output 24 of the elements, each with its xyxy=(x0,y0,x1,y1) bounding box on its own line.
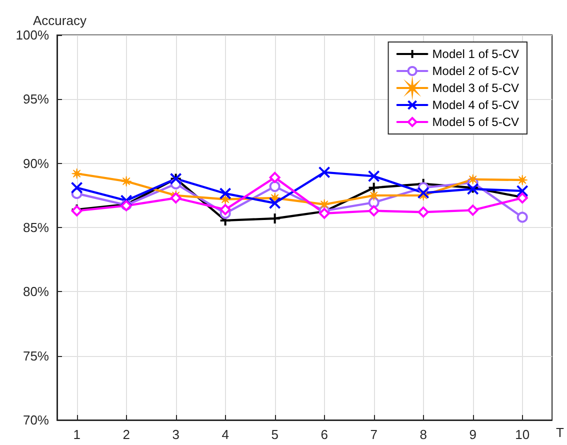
y-tick-label: 85% xyxy=(22,220,50,235)
x-axis-title: T xyxy=(556,425,564,440)
x-tick-label: 2 xyxy=(122,427,130,442)
x-tick-label: 9 xyxy=(469,427,476,442)
y-tick-label: 95% xyxy=(22,92,50,107)
x-tick-label: 1 xyxy=(73,427,80,442)
legend-label: Model 1 of 5-CV xyxy=(432,47,520,61)
x-tick-label: 4 xyxy=(222,427,229,442)
y-axis-title: Accuracy xyxy=(33,13,87,28)
x-tick-label: 5 xyxy=(271,427,278,442)
y-tick-label: 100% xyxy=(16,28,50,42)
y-tick-label: 75% xyxy=(22,348,50,364)
legend-label: Model 5 of 5-CV xyxy=(432,115,520,129)
legend-label: Model 2 of 5-CV xyxy=(432,64,520,78)
x-tick-label: 8 xyxy=(420,427,427,442)
y-tick-label: 80% xyxy=(22,284,50,300)
x-tick-label: 6 xyxy=(320,427,328,442)
x-tick-label: 3 xyxy=(172,427,180,442)
x-tick-label: 10 xyxy=(515,427,530,442)
y-tick-label: 90% xyxy=(22,156,50,171)
x-tick-label: 7 xyxy=(370,427,378,442)
legend-label: Model 3 of 5-CV xyxy=(432,81,520,95)
y-tick-label: 70% xyxy=(22,412,50,428)
legend-label: Model 4 of 5-CV xyxy=(432,98,520,112)
